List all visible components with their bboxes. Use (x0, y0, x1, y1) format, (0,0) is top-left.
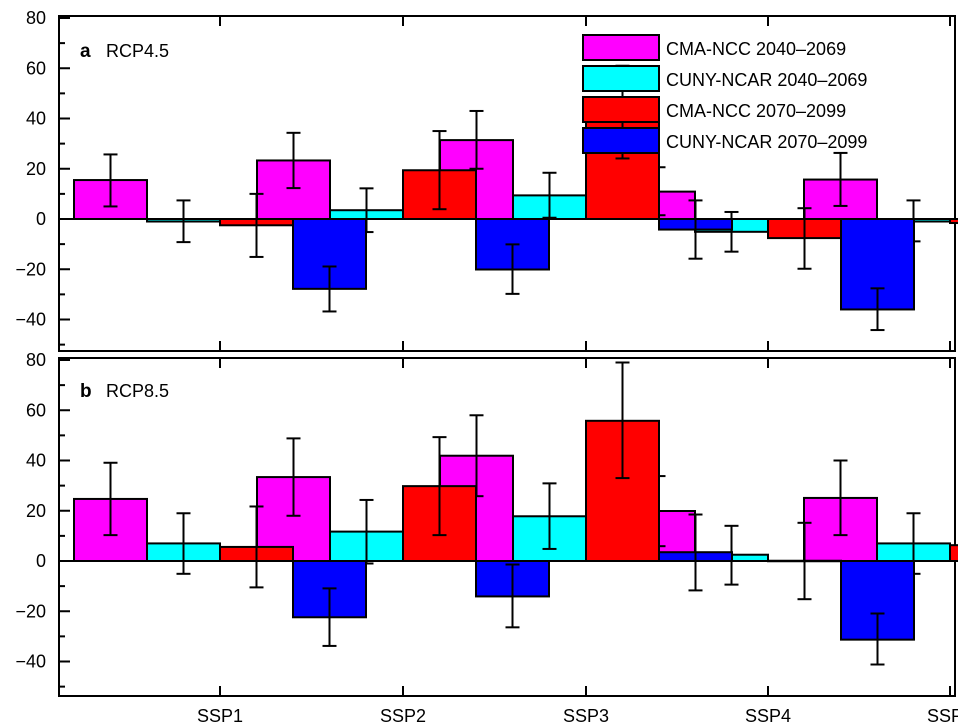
x-tick-label: SSP2 (380, 706, 426, 725)
y-tick-label: 0 (36, 209, 46, 229)
y-tick-label: 20 (26, 501, 46, 521)
legend-swatch (582, 34, 660, 61)
panel-a-title: RCP4.5 (106, 41, 169, 61)
y-tick-label: −20 (15, 259, 46, 279)
y-tick-label: −40 (15, 652, 46, 672)
panel-b-title: RCP8.5 (106, 381, 169, 401)
panel-a-letter: a (80, 41, 91, 62)
y-tick-label: 60 (26, 400, 46, 420)
panel-a: a RCP4.5 80 60 40 20 0 −20 −40 (15, 8, 958, 352)
y-tick-label: −40 (15, 310, 46, 330)
y-tick-label: 60 (26, 58, 46, 78)
y-tick-label: 0 (36, 551, 46, 571)
legend: CMA-NCC 2040–2069 CUNY-NCAR 2040–2069 CMA-… (582, 34, 867, 154)
y-tick-label: 20 (26, 159, 46, 179)
panel-b: b RCP8.5 80 60 40 20 0 −20 −40 SSP1 SSP2 SSP3 SSP4… (15, 350, 958, 725)
y-tick-label: 40 (26, 109, 46, 129)
x-tick-label: SSP3 (563, 706, 609, 725)
legend-swatch (582, 96, 660, 123)
y-tick-label: 40 (26, 451, 46, 471)
bar (949, 544, 958, 563)
x-tick-label: SSP1 (197, 706, 243, 725)
panel-a-frame (58, 15, 956, 352)
y-tick-label: 80 (26, 8, 46, 28)
panel-b-frame (58, 357, 956, 697)
bar (949, 218, 958, 225)
legend-swatch (582, 127, 660, 154)
x-tick-label: SSP5 (927, 706, 958, 725)
legend-label: CMA-NCC 2040–2069 (666, 39, 846, 59)
legend-swatch (582, 65, 660, 92)
x-tick-label: SSP4 (745, 706, 791, 725)
legend-label: CUNY-NCAR 2040–2069 (666, 70, 867, 90)
panel-b-letter: b (80, 381, 92, 402)
legend-label: CUNY-NCAR 2070–2099 (666, 132, 867, 152)
y-tick-label: −20 (15, 601, 46, 621)
y-tick-label: 80 (26, 350, 46, 370)
legend-label: CMA-NCC 2070–2099 (666, 101, 846, 121)
